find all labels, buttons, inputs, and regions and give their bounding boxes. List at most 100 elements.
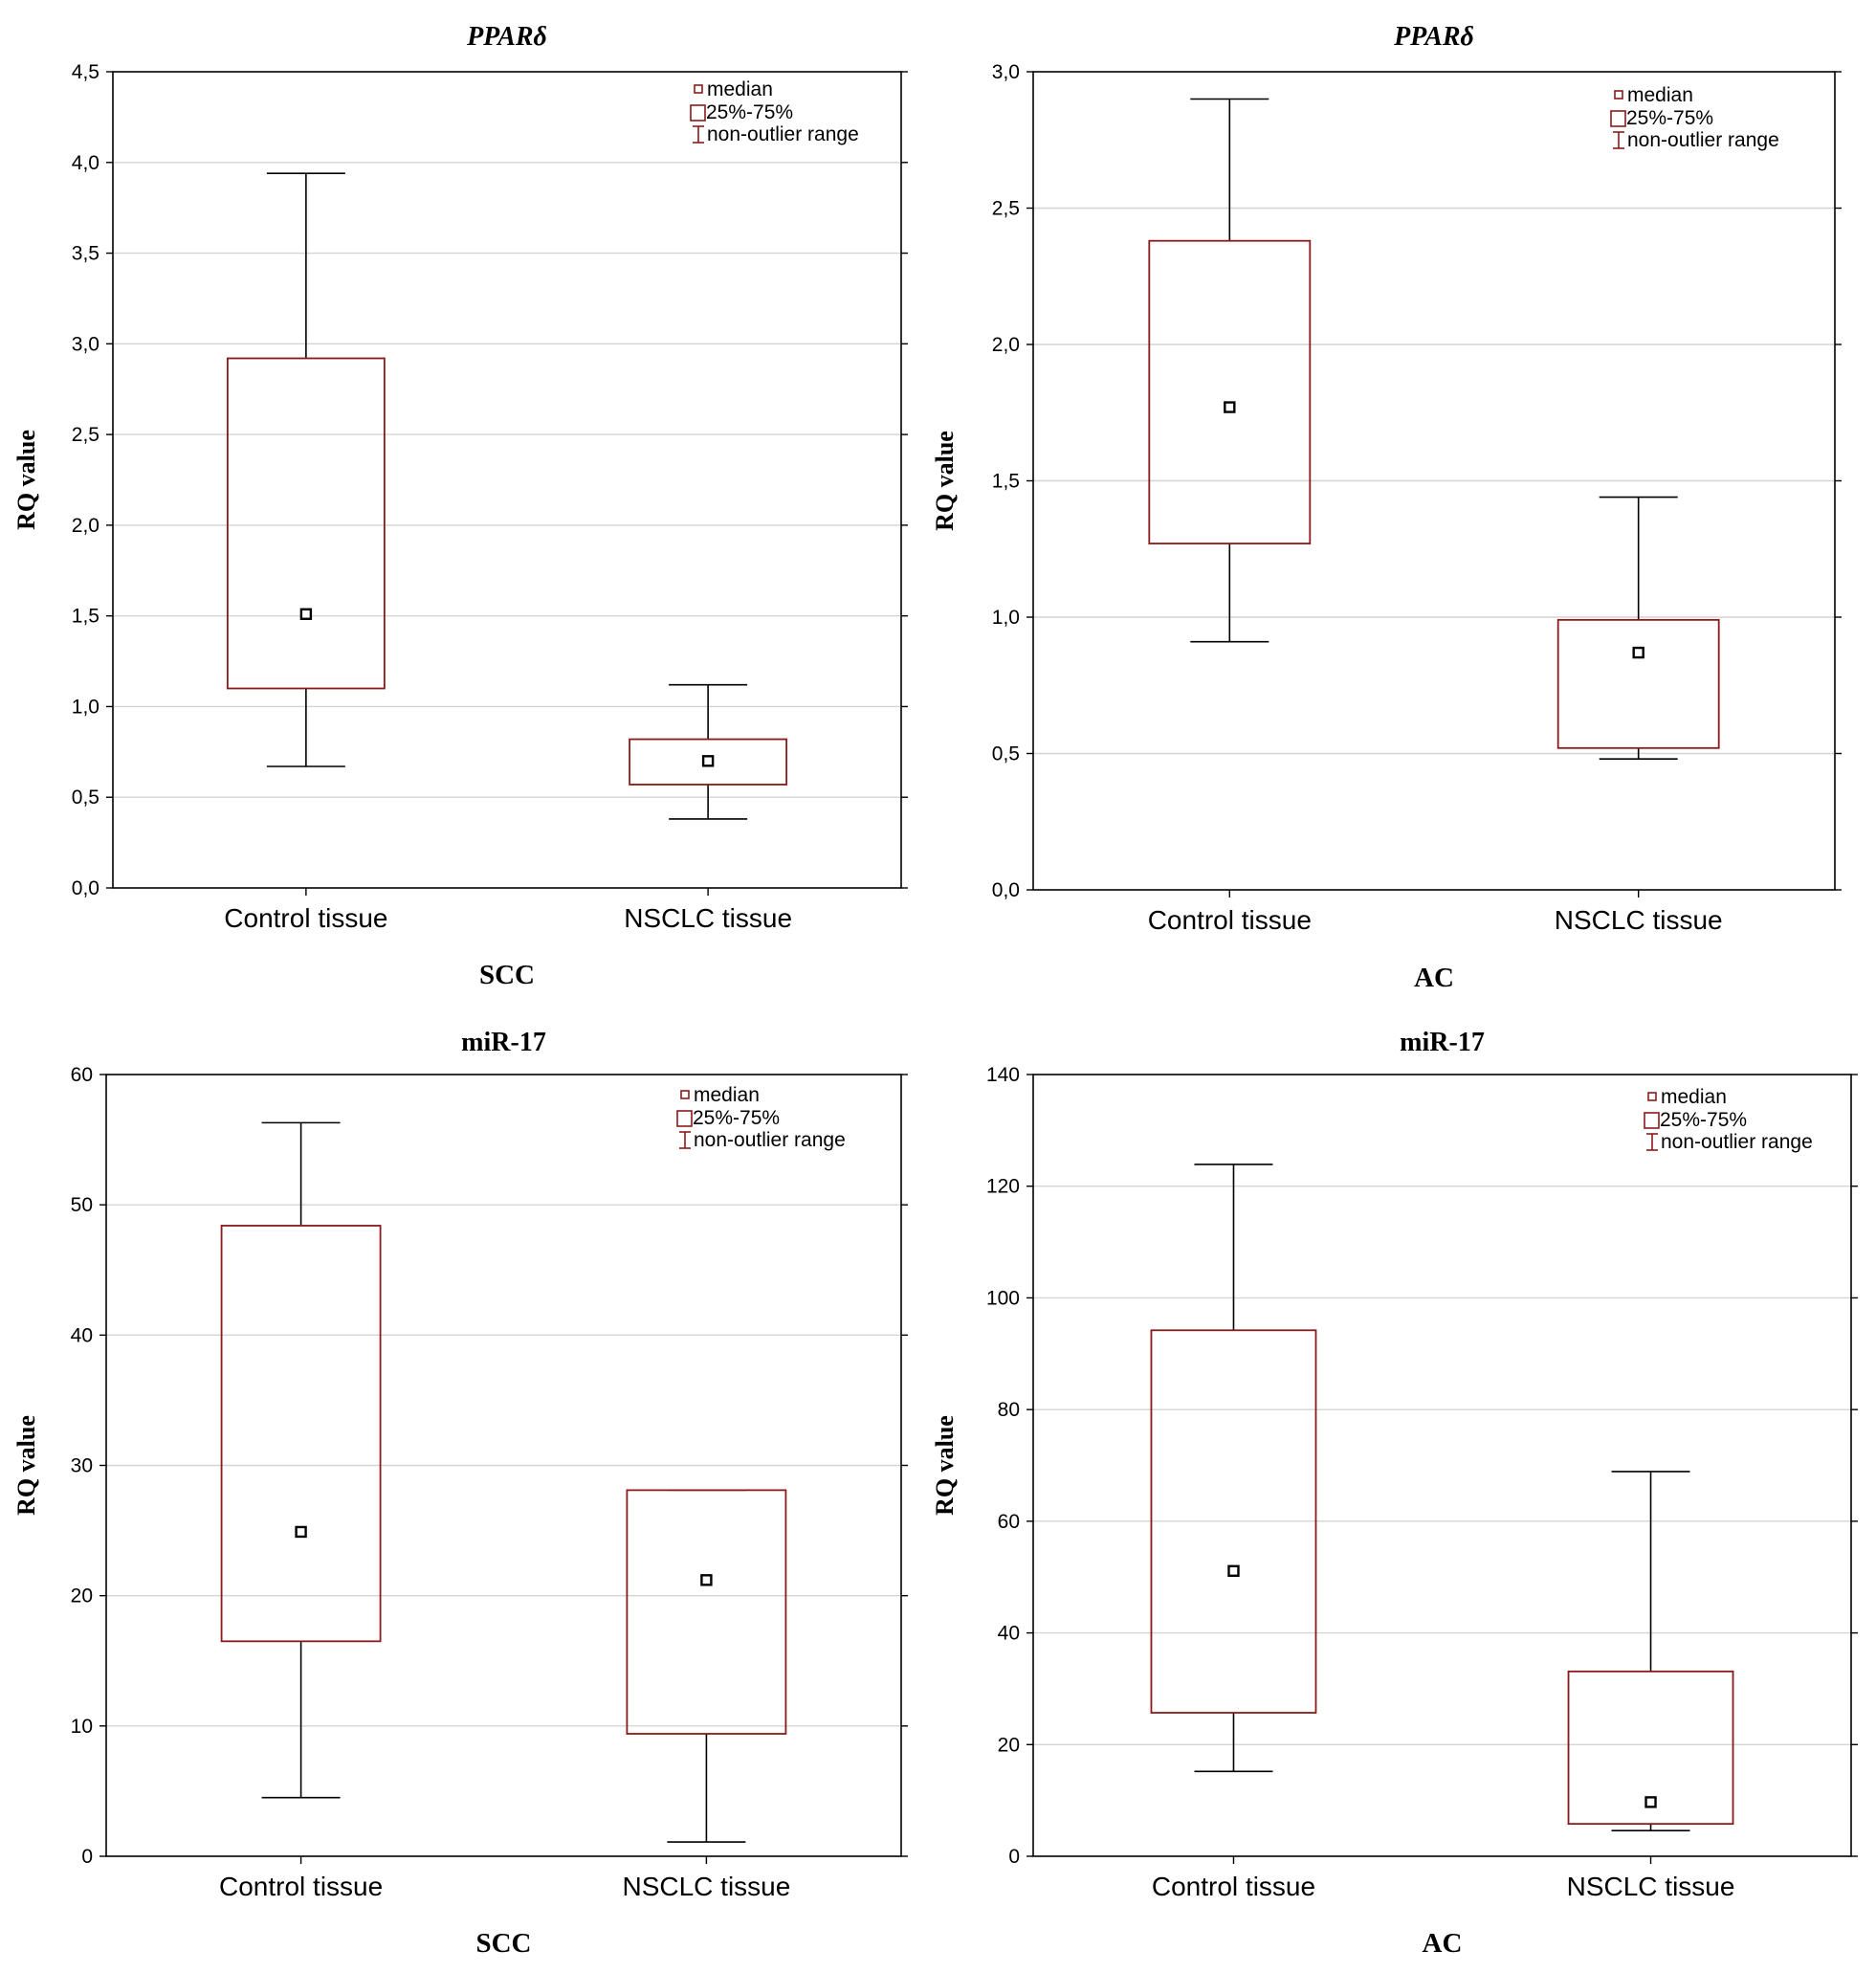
chart-panel-1: 0,0 0,5 1,0 1,5 2,0 2,5 3,0 3,5 4,0 4,5 Control ti… <box>12 22 908 990</box>
legend-box-label: 25%-75% <box>1626 107 1713 129</box>
legend-median-symbol <box>694 84 703 94</box>
y-tick-label: 0,0 <box>72 877 99 899</box>
x-tick-label: Control tissue <box>224 903 387 933</box>
chart-panel-2: 0,0 0,5 1,0 1,5 2,0 2,5 3,0 Control tissue NSCLC… <box>931 22 1842 993</box>
x-tick-label: Control tissue <box>1152 1872 1315 1901</box>
y-tick-label: 0,0 <box>992 879 1020 901</box>
legend-median-label: median <box>1627 84 1693 106</box>
chart-title: PPARδ <box>1393 22 1474 52</box>
median-marker <box>701 755 715 767</box>
y-tick-label: 3,5 <box>72 243 99 265</box>
median-marker <box>295 1525 307 1539</box>
legend-median-label: median <box>694 1084 760 1106</box>
iqr-box <box>226 357 386 690</box>
y-tick-label: 4,0 <box>72 152 99 174</box>
median-marker <box>1227 1564 1240 1577</box>
y-tick-label: 2,0 <box>72 515 99 537</box>
iqr-box <box>626 1489 787 1735</box>
legend-box-symbol <box>676 1110 693 1127</box>
chart-title: PPARδ <box>466 22 547 52</box>
chart-panel-4: 0 20 40 60 80 100 120 140 Control tissue NSCLC ti… <box>931 1028 1858 1959</box>
legend-whisker-label: non-outlier range <box>1661 1131 1813 1153</box>
y-tick-label: 2,5 <box>72 424 99 446</box>
x-axis-label: SCC <box>475 1928 531 1959</box>
y-tick-label: 20 <box>998 1734 1020 1756</box>
legend-box-label: 25%-75% <box>693 1107 780 1129</box>
y-tick-label: 40 <box>998 1623 1020 1645</box>
legend-box-symbol <box>1644 1112 1660 1129</box>
y-tick-label: 1,5 <box>992 471 1020 493</box>
x-tick-label: NSCLC tissue <box>622 1872 790 1901</box>
plot-frame <box>1032 71 1836 891</box>
y-tick-label: 50 <box>71 1194 93 1216</box>
x-axis-label: AC <box>1414 963 1454 993</box>
y-tick-label: 20 <box>71 1585 93 1607</box>
y-tick-label: 80 <box>998 1399 1020 1421</box>
legend-box-label: 25%-75% <box>1660 1109 1747 1131</box>
y-tick-label: 1,5 <box>72 606 99 628</box>
y-tick-label: 2,5 <box>992 198 1020 220</box>
chart-title: miR-17 <box>461 1028 546 1057</box>
y-tick-label: 1,0 <box>72 696 99 718</box>
median-marker <box>1224 401 1236 413</box>
iqr-box <box>1556 618 1720 749</box>
legend-whisker-label: non-outlier range <box>707 123 859 145</box>
iqr-box <box>220 1225 382 1643</box>
iqr-box <box>629 738 788 786</box>
x-tick-label: Control tissue <box>219 1872 383 1901</box>
y-tick-label: 1,0 <box>992 607 1020 629</box>
y-tick-label: 0,5 <box>992 743 1020 765</box>
y-tick-label: 4,5 <box>72 61 99 83</box>
legend-box-symbol <box>1610 110 1626 127</box>
chart-title: miR-17 <box>1400 1028 1485 1057</box>
y-axis-label: RQ value <box>12 430 40 530</box>
legend-box-symbol <box>690 104 706 122</box>
iqr-box <box>1148 239 1312 544</box>
chart-panel-3: 0 10 20 30 40 50 60 Control tissue NSCLC tissue m… <box>12 1028 908 1959</box>
y-tick-label: 30 <box>71 1455 93 1477</box>
legend-median-symbol <box>1647 1092 1657 1101</box>
legend-median-symbol <box>1614 90 1623 100</box>
median-marker <box>700 1574 713 1586</box>
plot-frame <box>112 71 902 889</box>
y-tick-label: 140 <box>986 1064 1020 1086</box>
median-marker <box>299 608 313 620</box>
y-tick-label: 2,0 <box>992 334 1020 356</box>
legend-whisker-label: non-outlier range <box>1627 129 1779 151</box>
y-tick-label: 3,0 <box>992 61 1020 83</box>
y-tick-label: 100 <box>986 1287 1020 1309</box>
x-tick-label: NSCLC tissue <box>1567 1872 1735 1901</box>
legend-box-label: 25%-75% <box>706 101 793 123</box>
x-tick-label: NSCLC tissue <box>1555 905 1723 935</box>
y-tick-label: 60 <box>998 1511 1020 1533</box>
legend-median-label: median <box>1661 1086 1727 1108</box>
plot-frame <box>105 1074 902 1857</box>
legend-median-label: median <box>707 78 773 100</box>
y-axis-label: RQ value <box>931 431 959 531</box>
y-tick-label: 120 <box>986 1176 1020 1198</box>
iqr-box <box>1567 1670 1734 1826</box>
x-tick-label: Control tissue <box>1148 905 1312 935</box>
x-axis-label: AC <box>1423 1928 1463 1959</box>
median-marker <box>1644 1796 1657 1808</box>
legend-median-symbol <box>680 1090 690 1099</box>
y-tick-label: 60 <box>71 1064 93 1086</box>
x-tick-label: NSCLC tissue <box>624 903 792 933</box>
iqr-box <box>1150 1329 1317 1714</box>
x-axis-label: SCC <box>479 960 535 990</box>
y-tick-label: 40 <box>71 1324 93 1346</box>
y-tick-label: 0 <box>1008 1846 1020 1868</box>
y-tick-label: 0 <box>81 1846 93 1868</box>
y-axis-label: RQ value <box>931 1415 959 1516</box>
y-tick-label: 10 <box>71 1716 93 1738</box>
median-marker <box>1632 646 1644 659</box>
legend-whisker-label: non-outlier range <box>694 1129 846 1151</box>
y-axis-label: RQ value <box>12 1415 40 1516</box>
y-tick-label: 0,5 <box>72 787 99 809</box>
plot-frame <box>1032 1074 1852 1857</box>
